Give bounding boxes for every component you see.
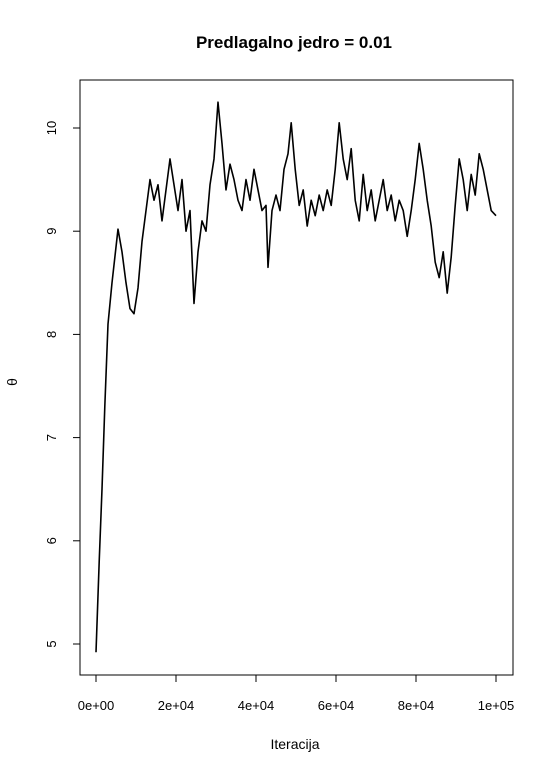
y-tick-label: 10 [44, 121, 59, 135]
y-axis-label: θ [4, 378, 20, 386]
y-axis: 5 6 7 8 9 10 [44, 121, 81, 648]
plot-frame [79, 79, 514, 676]
x-tick-label: 4e+04 [238, 698, 275, 713]
trace-layer [95, 101, 497, 653]
x-tick-label: 1e+05 [478, 698, 515, 713]
x-axis-label: Iteracija [270, 736, 319, 752]
trace-series-0 [95, 101, 497, 653]
y-tick-label: 7 [44, 434, 59, 441]
x-tick-label: 2e+04 [158, 698, 195, 713]
y-tick-label: 6 [44, 537, 59, 544]
y-tick-label: 5 [44, 640, 59, 647]
x-tick-label: 0e+00 [78, 698, 115, 713]
x-axis: 0e+00 2e+04 4e+04 6e+04 8e+04 1e+05 [78, 674, 515, 713]
y-tick-label: 8 [44, 331, 59, 338]
x-tick-label: 8e+04 [398, 698, 435, 713]
y-tick-label: 9 [44, 228, 59, 235]
x-tick-label: 6e+04 [318, 698, 355, 713]
chart-title: Predlagalno jedro = 0.01 [196, 33, 392, 52]
